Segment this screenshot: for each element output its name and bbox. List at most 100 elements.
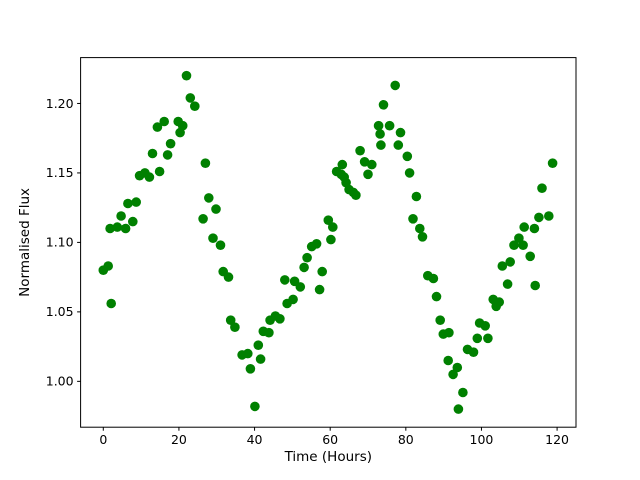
data-point [264,327,274,338]
data-point [162,150,173,160]
data-point [448,369,458,380]
data-point [177,120,188,131]
data-point [443,355,454,366]
data-point [230,322,240,333]
y-tick-label: 1.05 [46,304,74,319]
data-point [390,80,401,91]
x-tick-label: 20 [171,432,187,447]
data-point [355,145,365,156]
data-point [458,387,468,398]
data-point [351,190,361,200]
data-point [225,315,236,326]
data-point [131,197,141,207]
data-point [402,151,413,162]
data-point [299,262,309,273]
x-axis-ticks: 0 20 40 60 80 100 120 [99,427,569,447]
y-axis-label: Normalised Flux [17,188,33,297]
data-point [452,362,463,373]
data-point [378,100,389,110]
data-point [497,261,508,271]
data-point [417,232,428,242]
data-point [502,279,513,289]
x-tick-label: 80 [398,432,414,447]
data-point [103,261,113,271]
data-point [159,116,169,127]
data-point [295,282,306,292]
data-point [337,159,348,170]
data-point [468,347,479,358]
data-point [208,233,218,243]
x-tick-label: 120 [545,432,569,447]
data-point [518,240,528,250]
data-point [314,284,325,295]
data-point [181,70,192,81]
data-point [376,140,386,150]
data-point [323,215,334,225]
data-point [428,273,439,284]
data-point [128,216,138,227]
data-point [112,222,123,232]
data-point [534,212,544,223]
data-point [525,251,535,262]
data-point [302,252,312,263]
data-point [200,158,211,168]
data-point [509,240,519,250]
data-point [317,266,328,277]
data-point [453,404,464,414]
data-point [245,364,256,374]
data-point [144,172,155,182]
y-axis-ticks: 1.00 1.05 1.10 1.15 1.20 [46,96,81,389]
x-tick-label: 40 [247,432,263,447]
data-point [190,101,200,111]
data-point [384,120,395,131]
data-point [106,298,116,309]
data-point [359,157,370,167]
data-point [393,140,404,150]
data-point [375,129,385,139]
data-point [328,222,338,232]
data-point [431,291,442,302]
data-point [116,211,126,221]
data-point [408,214,418,224]
data-point [250,401,260,412]
data-point [444,327,454,338]
data-point [223,272,234,282]
data-point [530,280,540,291]
data-point [404,168,415,178]
data-point [215,240,226,250]
data-point [275,314,285,324]
data-point [483,333,493,344]
data-point [435,315,446,326]
data-point [395,127,406,138]
data-point [547,158,558,168]
y-tick-label: 1.20 [46,96,74,111]
data-point [198,214,208,224]
data-point [519,222,529,232]
x-tick-label: 60 [322,432,338,447]
data-point [472,333,483,344]
y-tick-label: 1.10 [46,235,74,250]
data-point [280,275,290,285]
data-point [255,354,266,364]
data-point [415,223,425,234]
scatter-points [98,70,558,414]
data-point [326,234,336,245]
data-point [211,204,221,214]
data-point [120,223,131,234]
data-point [363,169,373,180]
data-point [514,233,524,243]
data-point [165,138,176,149]
data-point [311,239,322,249]
x-tick-label: 100 [470,432,494,447]
x-tick-label: 0 [99,432,107,447]
data-point [480,321,491,331]
x-axis-label: Time (Hours) [284,449,372,465]
data-point [253,340,264,351]
data-point [505,257,515,267]
data-point [123,198,133,209]
data-point [529,223,540,234]
data-point [154,166,165,177]
data-point [147,148,158,159]
